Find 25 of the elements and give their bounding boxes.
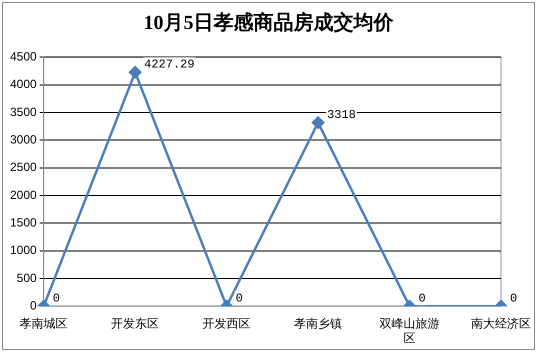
data-label: 0	[52, 291, 60, 306]
data-label: 0	[510, 291, 518, 306]
point	[312, 116, 324, 129]
data-label: 3318	[327, 108, 356, 122]
x-tick-label: 孝南乡镇	[294, 316, 342, 331]
data-label: 4227.29	[144, 57, 195, 72]
x-tick-label: 南大经济区	[471, 316, 531, 331]
data-label: 0	[236, 291, 243, 306]
y-tick-label: 4000	[10, 77, 38, 92]
y-tick-label: 1000	[10, 243, 38, 258]
y-tick-label: 500	[16, 270, 38, 285]
y-tick-label: 3500	[10, 104, 38, 119]
x-tick-label: 孝南城区	[20, 316, 68, 331]
y-tick-label: 3000	[10, 132, 38, 147]
chart-title: 10月5日孝感商品房成交均价	[142, 10, 394, 36]
y-tick-label: 2000	[10, 188, 38, 202]
y-tick-label: 4500	[10, 50, 38, 64]
x-tick-label: 双峰山旅游区	[380, 316, 440, 345]
x-tick-label: 开发东区	[111, 316, 160, 331]
y-tick-label: 0	[30, 298, 38, 313]
point	[128, 66, 142, 79]
y-tick-label: 1500	[10, 216, 38, 230]
x-tick-label: 开发西区	[202, 316, 251, 331]
data-label: 0	[418, 291, 426, 306]
y-tick-label: 2500	[10, 160, 38, 174]
